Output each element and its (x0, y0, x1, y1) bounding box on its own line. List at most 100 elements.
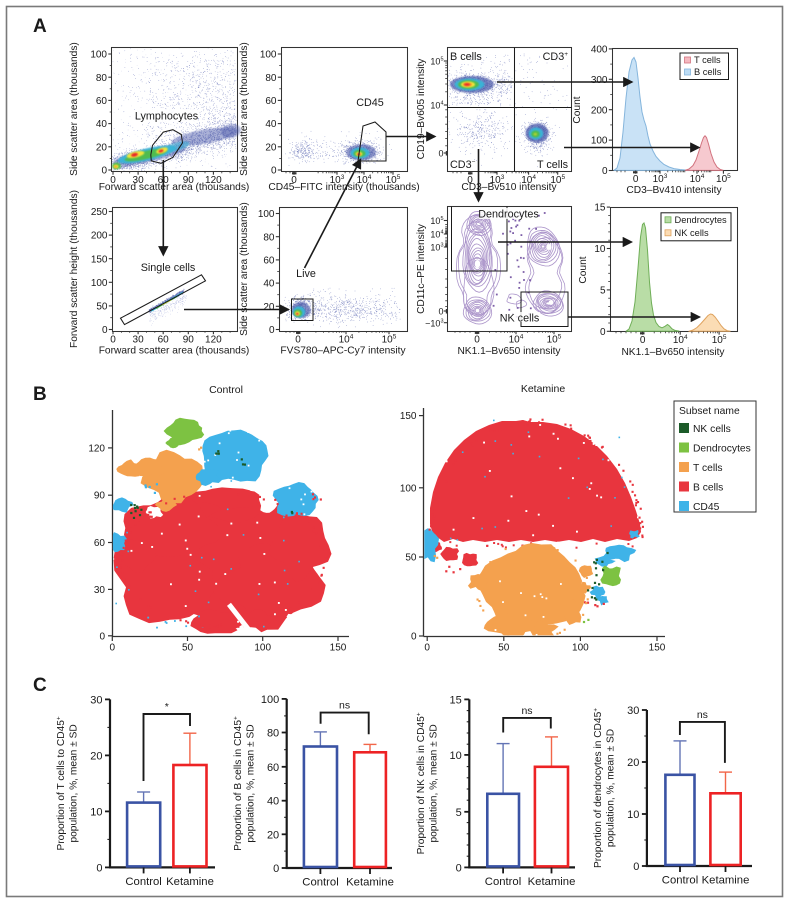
svg-text:150: 150 (91, 254, 108, 265)
svg-text:0: 0 (438, 149, 443, 159)
svg-text:Side scatter area (thousands): Side scatter area (thousands) (239, 42, 250, 176)
svg-text:Proportion of dendrocytes in C: Proportion of dendrocytes in CD45+ (593, 708, 605, 868)
svg-text:120: 120 (88, 443, 105, 454)
svg-text:0: 0 (411, 632, 417, 643)
svg-text:90: 90 (94, 491, 106, 502)
svg-text:population, %, mean ± SD: population, %, mean ± SD (429, 724, 440, 842)
svg-text:40: 40 (267, 796, 279, 808)
svg-text:0: 0 (600, 327, 606, 338)
svg-text:30: 30 (94, 585, 106, 596)
svg-text:100: 100 (90, 50, 107, 61)
svg-text:B cells: B cells (693, 483, 723, 494)
svg-text:80: 80 (263, 232, 275, 243)
svg-text:90: 90 (183, 335, 195, 346)
svg-text:Ketamine: Ketamine (528, 876, 576, 888)
svg-text:0: 0 (467, 175, 473, 186)
svg-text:population, %, mean ± SD: population, %, mean ± SD (69, 724, 80, 842)
svg-text:−103: −103 (425, 318, 443, 328)
svg-text:150: 150 (400, 411, 417, 422)
svg-text:100: 100 (400, 483, 417, 494)
svg-text:ns: ns (521, 705, 532, 717)
svg-text:250: 250 (91, 207, 108, 218)
svg-text:Proportion of B cells in CD45+: Proportion of B cells in CD45+ (233, 716, 245, 851)
svg-text:0: 0 (633, 174, 639, 185)
svg-text:100: 100 (261, 694, 279, 706)
svg-text:100: 100 (572, 643, 589, 654)
svg-text:Control: Control (125, 876, 161, 888)
svg-text:30: 30 (133, 335, 145, 346)
svg-text:150: 150 (649, 643, 666, 654)
svg-text:80: 80 (267, 728, 279, 740)
svg-text:105: 105 (430, 216, 443, 226)
svg-text:Forward scatter area (thousand: Forward scatter area (thousands) (99, 182, 250, 193)
svg-text:T cells: T cells (693, 463, 723, 474)
svg-text:B: B (33, 384, 47, 405)
svg-text:Control: Control (302, 877, 338, 889)
svg-text:Count: Count (572, 96, 583, 123)
svg-text:50: 50 (96, 302, 108, 313)
svg-text:40: 40 (265, 119, 277, 130)
svg-text:0: 0 (633, 861, 639, 873)
svg-text:104: 104 (430, 101, 443, 111)
svg-text:200: 200 (91, 231, 108, 242)
svg-text:Single cells: Single cells (141, 262, 196, 274)
svg-text:0: 0 (474, 335, 480, 346)
svg-text:80: 80 (265, 73, 277, 84)
svg-text:20: 20 (267, 829, 279, 841)
svg-text:103: 103 (430, 243, 443, 253)
svg-text:100: 100 (260, 50, 277, 61)
svg-text:400: 400 (591, 45, 608, 56)
svg-text:NK1.1–Bv650 intensity: NK1.1–Bv650 intensity (457, 346, 561, 357)
svg-text:60: 60 (158, 335, 170, 346)
svg-text:Proportion of NK cells in CD45: Proportion of NK cells in CD45+ (416, 712, 428, 854)
svg-text:CD3–Bv510 intensity: CD3–Bv510 intensity (461, 182, 557, 193)
svg-text:Control: Control (662, 875, 698, 887)
svg-text:CD45: CD45 (693, 502, 720, 513)
svg-text:15: 15 (594, 203, 606, 214)
svg-text:60: 60 (94, 538, 106, 549)
svg-text:104: 104 (430, 230, 443, 240)
svg-text:T cells: T cells (537, 159, 569, 171)
svg-text:300: 300 (591, 75, 608, 86)
svg-text:150: 150 (330, 643, 347, 654)
svg-text:NK cells: NK cells (500, 313, 540, 325)
svg-text:40: 40 (96, 119, 108, 130)
svg-text:20: 20 (90, 750, 102, 762)
svg-text:15: 15 (450, 694, 462, 706)
svg-text:0: 0 (99, 631, 105, 642)
svg-text:0: 0 (101, 166, 107, 177)
svg-text:CD3–Bv410 intensity: CD3–Bv410 intensity (626, 185, 722, 196)
svg-text:0: 0 (291, 175, 297, 186)
svg-text:0: 0 (456, 862, 462, 874)
svg-text:Ketamine: Ketamine (166, 876, 214, 888)
svg-text:20: 20 (263, 302, 275, 313)
svg-text:C: C (33, 675, 47, 696)
svg-text:Control: Control (209, 384, 243, 396)
svg-text:60: 60 (96, 96, 108, 107)
svg-text:30: 30 (133, 175, 145, 186)
svg-text:50: 50 (405, 553, 417, 564)
svg-text:50: 50 (182, 643, 194, 654)
svg-text:Forward scatter height (thousa: Forward scatter height (thousands) (69, 190, 80, 348)
svg-text:CD3−: CD3− (450, 159, 476, 171)
svg-text:10: 10 (450, 750, 462, 762)
svg-text:T cells: T cells (694, 55, 721, 65)
svg-text:ns: ns (697, 709, 708, 721)
svg-text:0: 0 (110, 175, 116, 186)
svg-text:60: 60 (263, 256, 275, 267)
svg-text:100: 100 (91, 278, 108, 289)
svg-text:A: A (33, 16, 47, 37)
svg-text:Side scatter area (thousands): Side scatter area (thousands) (69, 42, 80, 176)
svg-text:50: 50 (498, 643, 510, 654)
svg-text:Proportion of T cells to CD45+: Proportion of T cells to CD45+ (56, 716, 68, 850)
svg-text:60: 60 (267, 762, 279, 774)
svg-text:0: 0 (438, 307, 443, 317)
svg-text:0: 0 (640, 335, 646, 346)
svg-text:Ketamine: Ketamine (521, 383, 566, 395)
svg-text:population, %, mean ± SD: population, %, mean ± SD (606, 729, 617, 847)
svg-text:60: 60 (265, 96, 277, 107)
svg-text:Dendrocytes: Dendrocytes (478, 209, 539, 221)
svg-text:Live: Live (296, 268, 316, 280)
svg-text:0: 0 (110, 643, 116, 654)
svg-text:100: 100 (591, 136, 608, 147)
